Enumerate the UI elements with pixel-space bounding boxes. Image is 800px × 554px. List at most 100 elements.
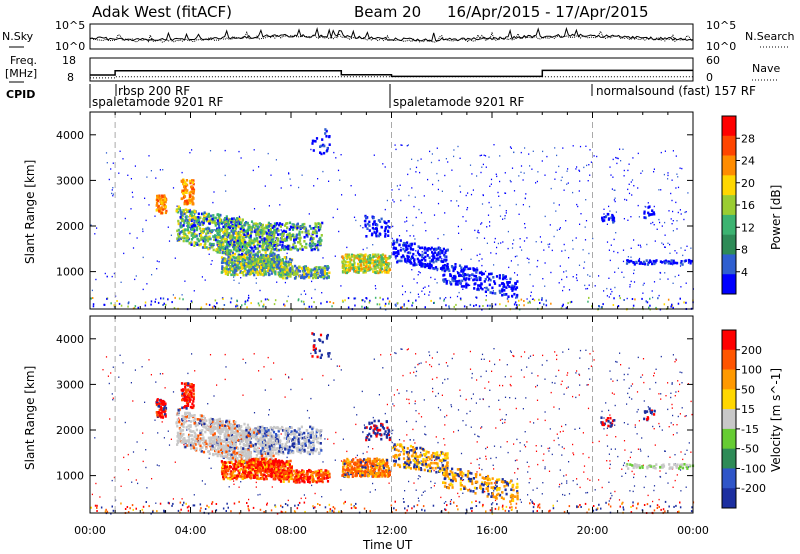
data-point [182, 189, 185, 193]
data-point [580, 213, 582, 215]
data-point [623, 276, 625, 278]
data-point [616, 361, 618, 363]
data-point [588, 252, 590, 255]
data-point [680, 260, 683, 263]
data-point [270, 378, 272, 380]
data-point [588, 284, 590, 286]
data-point [213, 191, 215, 193]
data-point [523, 172, 525, 174]
data-point [355, 256, 358, 259]
data-point [249, 249, 252, 253]
data-point [388, 482, 390, 484]
data-point [612, 221, 615, 224]
data-point [374, 285, 376, 287]
data-point [290, 258, 293, 262]
data-point [398, 392, 400, 395]
data-point [365, 297, 367, 299]
data-point [585, 145, 587, 147]
data-point [533, 422, 535, 424]
data-point [250, 263, 253, 267]
data-point [319, 145, 322, 148]
data-point [634, 426, 636, 428]
data-point [398, 243, 401, 247]
data-point [326, 147, 329, 150]
data-point [480, 427, 482, 429]
data-point [655, 306, 657, 309]
data-point [482, 398, 484, 400]
data-point [567, 168, 569, 170]
data-point [443, 298, 445, 300]
data-point [281, 240, 284, 244]
noise-right-tick-top: 10^5 [706, 19, 736, 32]
data-point [227, 252, 230, 255]
data-point [351, 263, 354, 267]
data-point [498, 276, 501, 280]
data-point [373, 227, 376, 231]
data-point [332, 506, 335, 509]
data-point [355, 456, 357, 459]
data-point [417, 245, 420, 248]
data-point [653, 281, 656, 283]
data-point [95, 278, 97, 281]
data-point [474, 433, 476, 436]
data-point [669, 262, 673, 265]
data-point [122, 362, 124, 364]
data-point [417, 478, 419, 480]
data-point [439, 255, 442, 259]
data-point [542, 354, 544, 357]
data-point [304, 227, 308, 231]
data-point [411, 187, 413, 189]
beam-title: Beam 20 [354, 3, 421, 21]
data-point [422, 257, 425, 260]
data-point [283, 270, 286, 274]
data-point [453, 149, 455, 151]
data-point [312, 273, 316, 276]
data-point [172, 498, 174, 500]
data-point [523, 240, 526, 242]
data-point [514, 397, 517, 400]
data-point [402, 293, 404, 296]
data-point [288, 377, 290, 379]
data-point [181, 236, 184, 239]
data-point [488, 283, 491, 287]
data-point [315, 246, 318, 249]
data-point [460, 274, 463, 277]
data-point [598, 479, 600, 481]
data-point [293, 236, 296, 239]
data-point [361, 390, 363, 393]
data-point [315, 234, 318, 238]
data-point [489, 360, 491, 362]
data-point [239, 242, 243, 245]
data-point [236, 258, 239, 262]
data-point [510, 351, 512, 353]
data-point [286, 456, 288, 459]
data-point [186, 210, 189, 214]
data-point [677, 415, 679, 418]
data-point [162, 169, 164, 171]
data-point [450, 200, 452, 202]
data-point [275, 231, 278, 234]
data-point [353, 261, 356, 265]
data-point [225, 215, 228, 218]
data-point [529, 477, 531, 480]
data-point [211, 306, 214, 309]
cpid-entry-4: normalsound (fast) 157 RF [596, 84, 756, 98]
data-point [611, 290, 613, 293]
data-point [391, 441, 393, 444]
data-point [385, 221, 388, 225]
data-point [640, 450, 642, 452]
data-point [676, 261, 679, 265]
data-point [253, 245, 256, 248]
data-point [481, 203, 484, 205]
data-point [195, 241, 198, 245]
data-point [233, 279, 235, 281]
data-point [193, 290, 195, 292]
data-point [672, 210, 674, 213]
data-point [487, 280, 489, 282]
data-point [491, 370, 493, 372]
data-point [681, 382, 683, 384]
data-point [307, 276, 310, 279]
data-point [212, 201, 214, 204]
data-point [653, 428, 655, 430]
